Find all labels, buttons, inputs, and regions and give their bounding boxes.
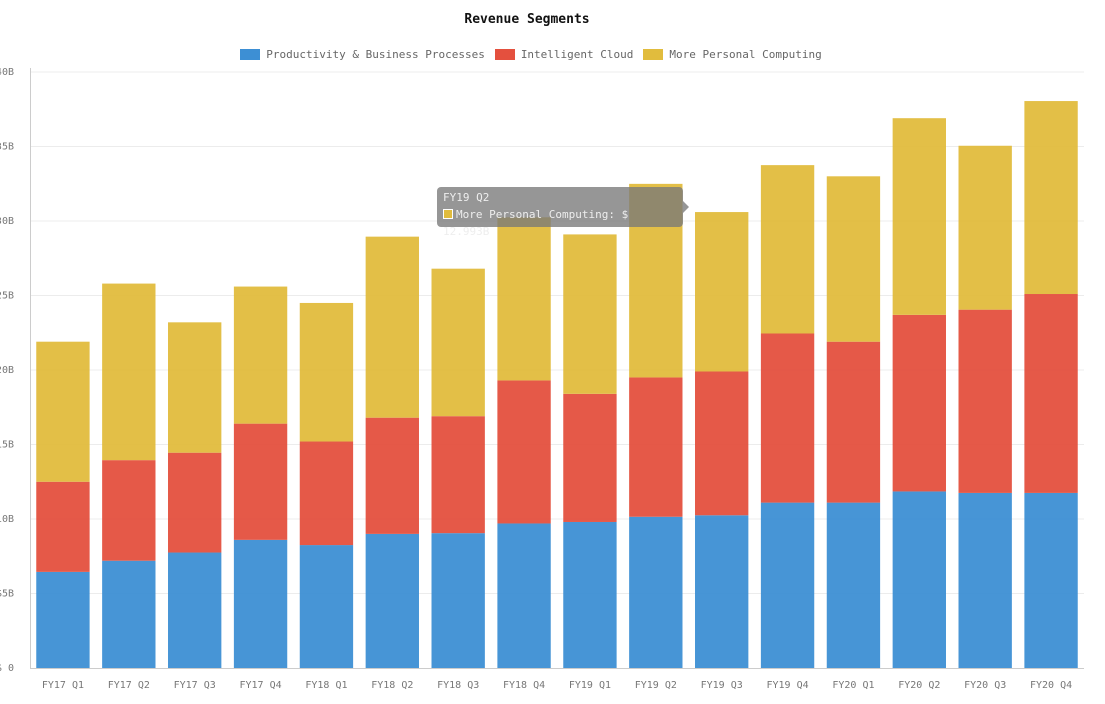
legend-swatch-intelligent-cloud [494, 49, 515, 60]
bar-8-series-2[interactable] [563, 234, 617, 394]
legend-item-personal-computing[interactable]: More Personal Computing [643, 48, 822, 61]
bar-13-series-0[interactable] [892, 491, 946, 668]
bar-2-series-0[interactable] [168, 552, 222, 668]
bar-10-series-0[interactable] [695, 515, 749, 668]
bar-10-series-1[interactable] [695, 371, 749, 516]
bar-15-series-1[interactable] [1024, 294, 1078, 493]
bar-6-series-0[interactable] [431, 533, 485, 668]
bar-1-series-2[interactable] [102, 283, 156, 461]
bar-15-series-2[interactable] [1024, 101, 1078, 295]
bar-2-series-2[interactable] [168, 322, 222, 453]
bar-11-series-2[interactable] [760, 165, 815, 334]
y-tick-label-6: $30B [0, 216, 14, 227]
bar-1-series-0[interactable] [102, 560, 156, 668]
y-tick-label-7: $35B [0, 142, 14, 153]
chart-title: Revenue Segments [464, 12, 590, 27]
x-tick-label-13: FY20 Q2 [898, 680, 940, 691]
legend-swatch-personal-computing [643, 49, 664, 60]
bar-3-series-2[interactable] [233, 286, 288, 424]
legend-label-productivity: Productivity & Business Processes [266, 48, 485, 61]
bar-13-series-1[interactable] [892, 314, 946, 492]
y-tick-label-5: $25B [0, 291, 14, 302]
bar-10-series-2[interactable] [695, 212, 749, 372]
bar-11-series-0[interactable] [760, 502, 815, 668]
x-tick-label-0: FY17 Q1 [42, 680, 84, 691]
bar-7-series-0[interactable] [497, 523, 551, 668]
bar-9-series-1[interactable] [629, 377, 683, 517]
bar-2-series-1[interactable] [168, 452, 222, 553]
y-tick-label-0: $ 0 [0, 663, 14, 674]
legend-item-productivity[interactable]: Productivity & Business Processes [240, 48, 485, 61]
x-tick-label-1: FY17 Q2 [108, 680, 150, 691]
x-tick-label-4: FY18 Q1 [305, 680, 347, 691]
bar-0-series-2[interactable] [36, 341, 90, 482]
legend-swatch-productivity [240, 49, 261, 60]
bars [36, 101, 1078, 668]
bar-6-series-1[interactable] [431, 416, 485, 534]
bar-5-series-2[interactable] [365, 236, 419, 418]
x-tick-label-10: FY19 Q3 [701, 680, 743, 691]
bar-3-series-0[interactable] [233, 539, 288, 668]
bar-4-series-2[interactable] [299, 302, 354, 442]
x-tick-label-9: FY19 Q2 [635, 680, 677, 691]
bar-5-series-0[interactable] [365, 533, 419, 668]
tooltip-title: FY19 Q2 [443, 191, 490, 204]
x-tick-label-7: FY18 Q4 [503, 680, 545, 691]
bar-14-series-2[interactable] [958, 145, 1012, 310]
bar-7-series-1[interactable] [497, 380, 551, 524]
legend: Productivity & Business Processes Intell… [0, 48, 1062, 61]
bar-12-series-0[interactable] [826, 502, 881, 668]
x-tick-label-3: FY17 Q4 [239, 680, 281, 691]
bar-9-series-0[interactable] [629, 516, 683, 668]
x-tick-label-14: FY20 Q3 [964, 680, 1006, 691]
x-tick-label-2: FY17 Q3 [174, 680, 216, 691]
x-tick-label-11: FY19 Q4 [766, 680, 808, 691]
bar-0-series-1[interactable] [36, 481, 90, 572]
bar-8-series-0[interactable] [563, 521, 617, 668]
bar-4-series-0[interactable] [299, 545, 354, 668]
axes: $ 0 $5B $10B $15B $20B $25B $30B $35B $40B FY17 Q… [0, 67, 1084, 691]
bar-6-series-2[interactable] [431, 268, 485, 417]
bar-15-series-0[interactable] [1024, 492, 1078, 668]
bar-14-series-0[interactable] [958, 492, 1012, 668]
tooltip-row: More Personal Computing: $ 12.993B [443, 206, 677, 240]
y-tick-label-8: $40B [0, 67, 14, 78]
bar-11-series-1[interactable] [760, 333, 815, 503]
bar-4-series-1[interactable] [299, 441, 354, 546]
tooltip-value: More Personal Computing: $ 12.993B [443, 208, 629, 238]
x-tick-label-6: FY18 Q3 [437, 680, 479, 691]
bar-3-series-1[interactable] [233, 423, 288, 540]
x-tick-label-5: FY18 Q2 [371, 680, 413, 691]
bar-5-series-1[interactable] [365, 417, 419, 534]
bar-1-series-1[interactable] [102, 460, 156, 561]
y-tick-label-2: $10B [0, 514, 14, 525]
bar-12-series-1[interactable] [826, 341, 881, 503]
bar-12-series-2[interactable] [826, 176, 881, 342]
bar-14-series-1[interactable] [958, 309, 1012, 493]
legend-item-intelligent-cloud[interactable]: Intelligent Cloud [494, 48, 634, 61]
x-tick-label-8: FY19 Q1 [569, 680, 611, 691]
legend-label-intelligent-cloud: Intelligent Cloud [520, 48, 634, 61]
bar-0-series-0[interactable] [36, 571, 90, 668]
x-tick-label-15: FY20 Q4 [1030, 680, 1072, 691]
bar-13-series-2[interactable] [892, 118, 946, 315]
y-tick-label-1: $5B [0, 589, 14, 600]
y-tick-label-4: $20B [0, 365, 14, 376]
bar-7-series-2[interactable] [497, 217, 551, 381]
tooltip-swatch [443, 209, 453, 219]
bar-8-series-1[interactable] [563, 393, 617, 522]
x-tick-label-12: FY20 Q1 [832, 680, 874, 691]
tooltip: FY19 Q2 More Personal Computing: $ 12.99… [437, 187, 689, 238]
y-tick-label-3: $15B [0, 440, 14, 451]
legend-label-personal-computing: More Personal Computing [669, 48, 822, 61]
